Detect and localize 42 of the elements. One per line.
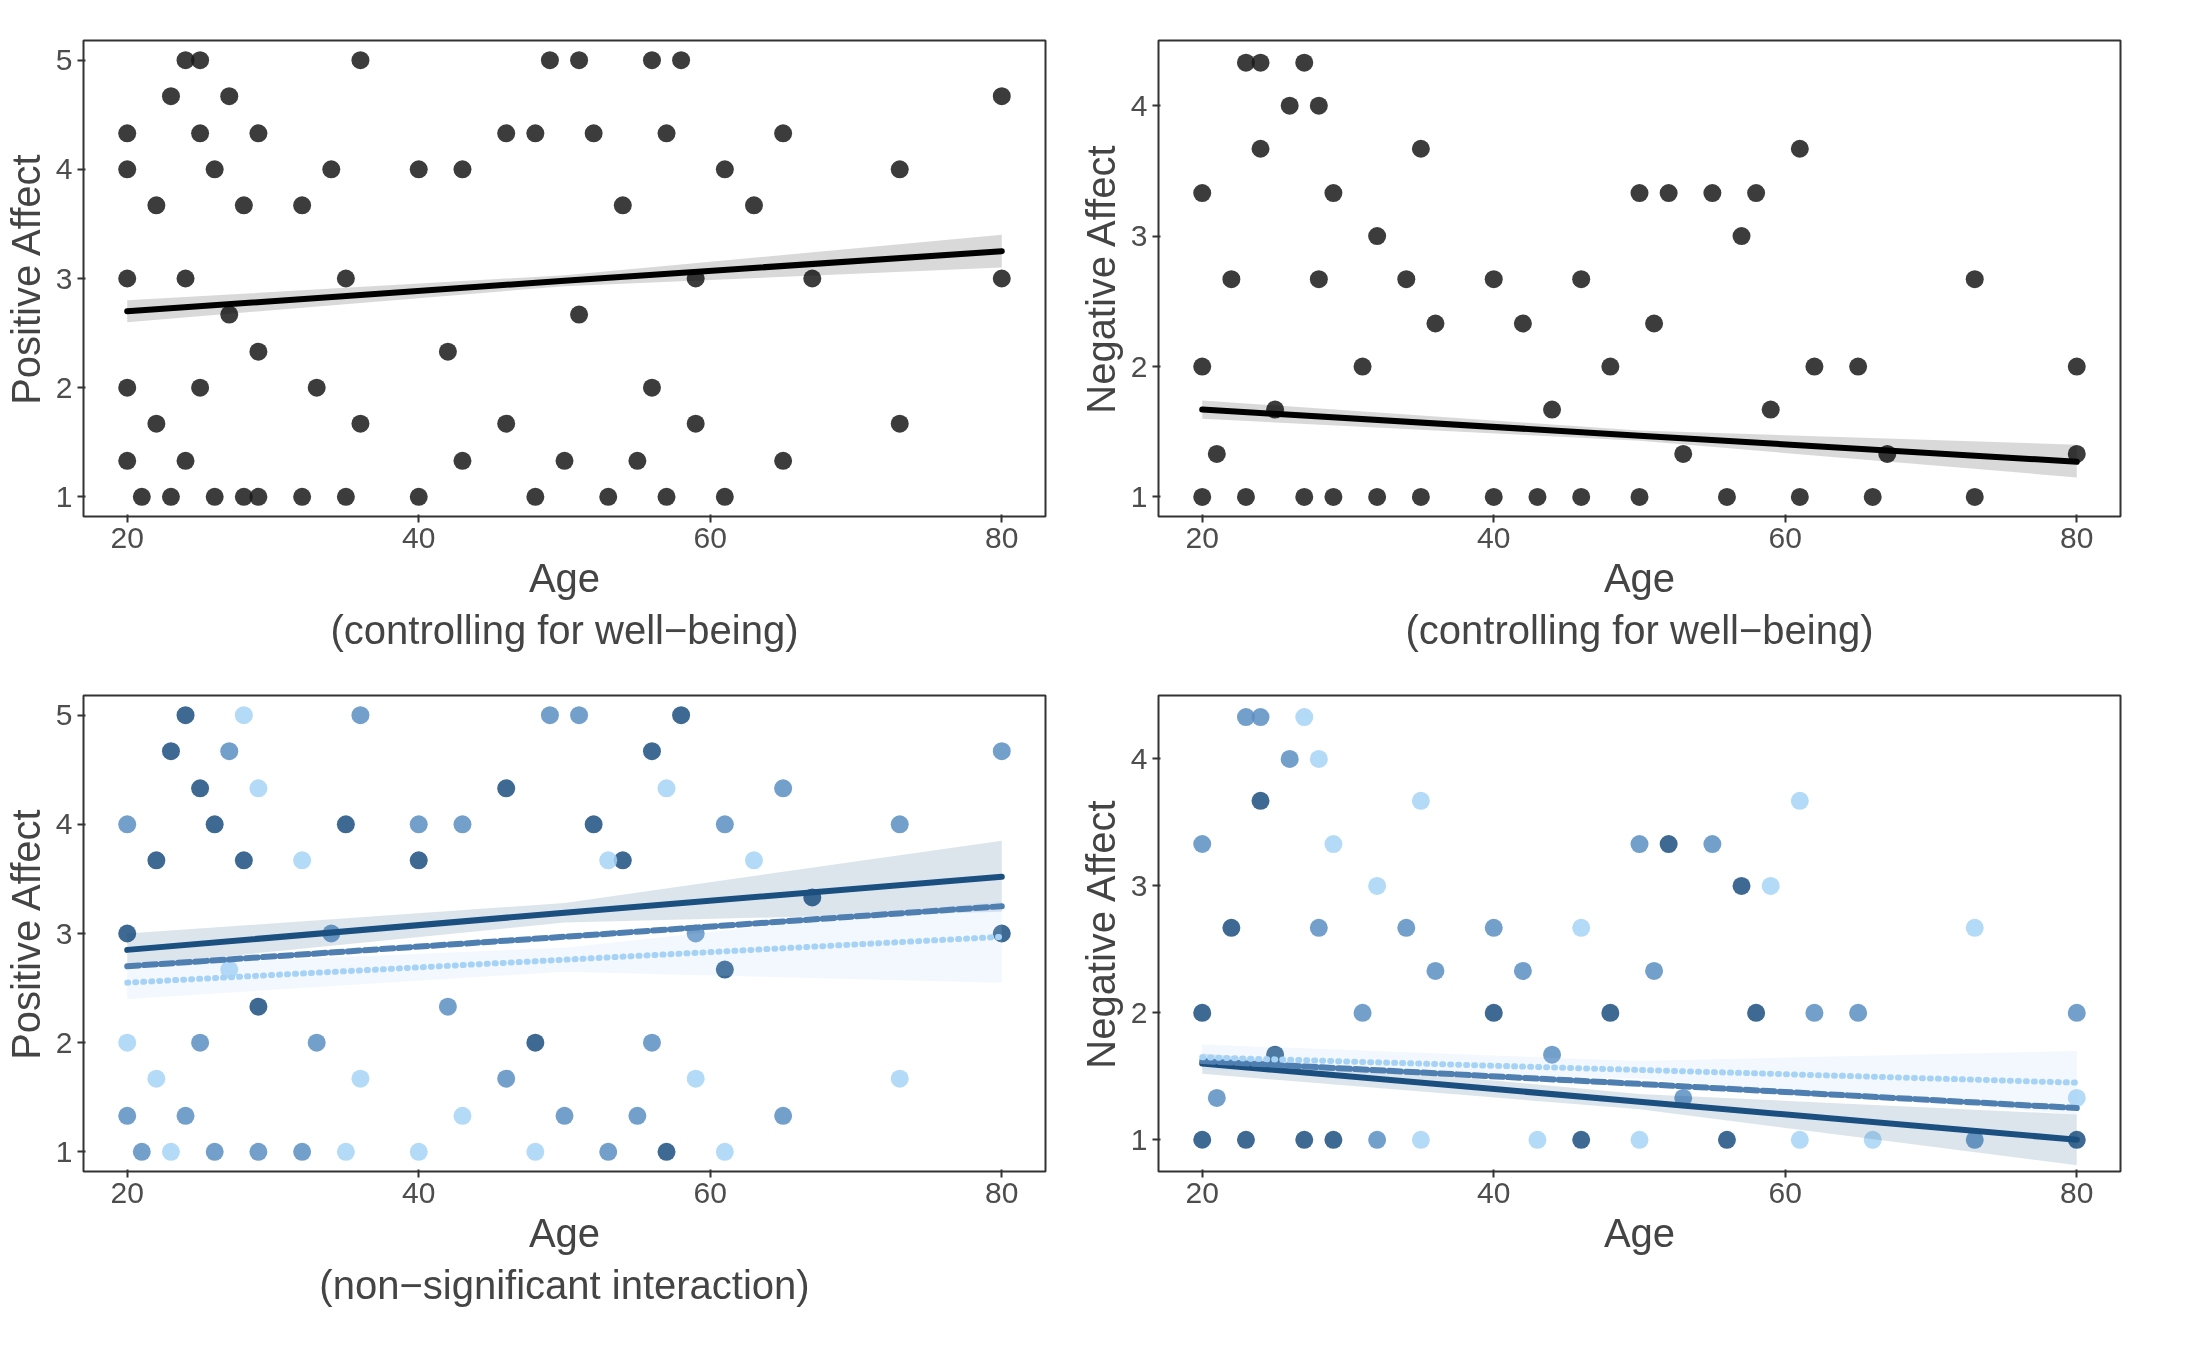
x-tick-label: 40 <box>402 1175 436 1209</box>
y-tick-label: 2 <box>1130 995 1148 1029</box>
y-tick-label: 5 <box>55 698 73 732</box>
y-axis-title: Negative Affect <box>1078 145 1123 414</box>
y-tick-label: 3 <box>55 916 73 950</box>
y-tick-label: 1 <box>1130 479 1148 513</box>
y-tick-label: 3 <box>1130 868 1148 902</box>
y-axis-title: Negative Affect <box>1078 800 1123 1069</box>
y-tick-label: 2 <box>1130 349 1148 383</box>
y-tick-label: 1 <box>55 479 73 513</box>
y-tick-label: 3 <box>1130 219 1148 253</box>
y-tick-label: 1 <box>1130 1122 1148 1156</box>
x-axis-title: Age <box>1603 1210 1676 1255</box>
y-tick-label: 4 <box>55 152 73 186</box>
y-tick-label: 4 <box>1130 741 1148 775</box>
y-axis-title: Positive Affect <box>3 809 48 1060</box>
x-axis-title: Age (controlling for well−being) <box>1405 555 1874 653</box>
y-axis-title: Positive Affect <box>3 154 48 405</box>
x-tick-label: 40 <box>1477 520 1511 554</box>
x-tick-label: 20 <box>110 520 144 554</box>
x-tick-label: 80 <box>985 520 1019 554</box>
y-tick-label: 4 <box>55 807 73 841</box>
x-tick-label: 60 <box>1768 1175 1802 1209</box>
x-tick-label: 60 <box>693 1175 727 1209</box>
y-tick-label: 1 <box>55 1134 73 1168</box>
y-tick-label: 2 <box>55 370 73 404</box>
x-tick-label: 60 <box>693 520 727 554</box>
x-tick-label: 40 <box>1477 1175 1511 1209</box>
y-tick-label: 4 <box>1130 88 1148 122</box>
x-tick-label: 80 <box>985 1175 1019 1209</box>
x-tick-label: 60 <box>1768 520 1802 554</box>
y-tick-label: 5 <box>55 43 73 77</box>
x-axis-title: Age (controlling for well−being) <box>330 555 799 653</box>
x-tick-label: 20 <box>1185 520 1219 554</box>
y-tick-label: 2 <box>55 1025 73 1059</box>
y-tick-label: 3 <box>55 261 73 295</box>
x-tick-label: 80 <box>2060 520 2094 554</box>
x-tick-label: 40 <box>402 520 436 554</box>
x-tick-label: 80 <box>2060 1175 2094 1209</box>
x-tick-label: 20 <box>110 1175 144 1209</box>
x-tick-label: 20 <box>1185 1175 1219 1209</box>
x-axis-title: Age (non−significant interaction) <box>319 1210 810 1308</box>
